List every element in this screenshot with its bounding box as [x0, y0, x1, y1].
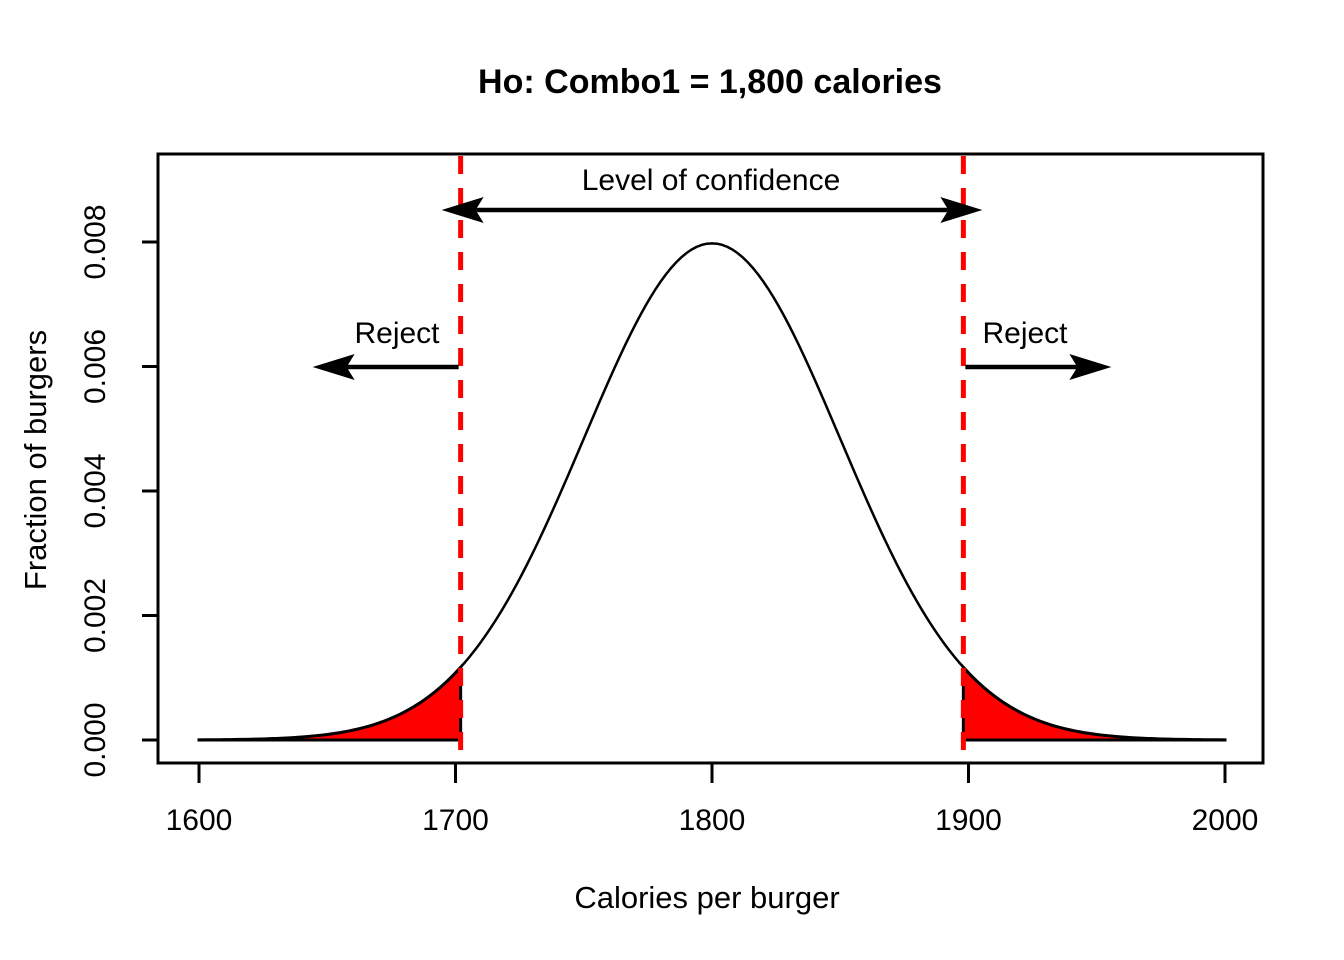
y-tick-label: 0.002: [79, 578, 112, 653]
y-axis-title: Fraction of burgers: [18, 330, 53, 590]
chart-geometry: 1600 1700 1800 1900 2000 0.000 0.002 0.004 0.006…: [79, 152, 1265, 837]
y-tick-label: 0.004: [79, 453, 112, 528]
confidence-label: Level of confidence: [582, 164, 841, 197]
x-tick-label: 2000: [1192, 804, 1259, 837]
y-tick-label: 0.008: [79, 204, 112, 279]
x-tick-label: 1600: [166, 804, 233, 837]
confidence-arrowhead-right: [940, 197, 983, 223]
x-tick-label: 1900: [935, 804, 1002, 837]
rejection-region-left: [197, 663, 463, 742]
y-tick-label: 0.006: [79, 329, 112, 404]
reject-arrowhead-right: [1069, 354, 1112, 380]
reject-arrowhead-left: [312, 354, 355, 380]
chart-title: Ho: Combo1 = 1,800 calories: [478, 63, 942, 101]
rejection-region-right: [961, 663, 1227, 742]
x-axis-title: Calories per burger: [574, 880, 839, 915]
y-tick-label: 0.000: [79, 702, 112, 777]
x-tick-label: 1700: [422, 804, 489, 837]
reject-right-label: Reject: [982, 317, 1068, 350]
reject-left-label: Reject: [354, 317, 440, 350]
x-tick-label: 1800: [679, 804, 746, 837]
density-curve: [198, 242, 1226, 742]
confidence-arrowhead-left: [441, 197, 484, 223]
plot-box: [156, 152, 1265, 765]
